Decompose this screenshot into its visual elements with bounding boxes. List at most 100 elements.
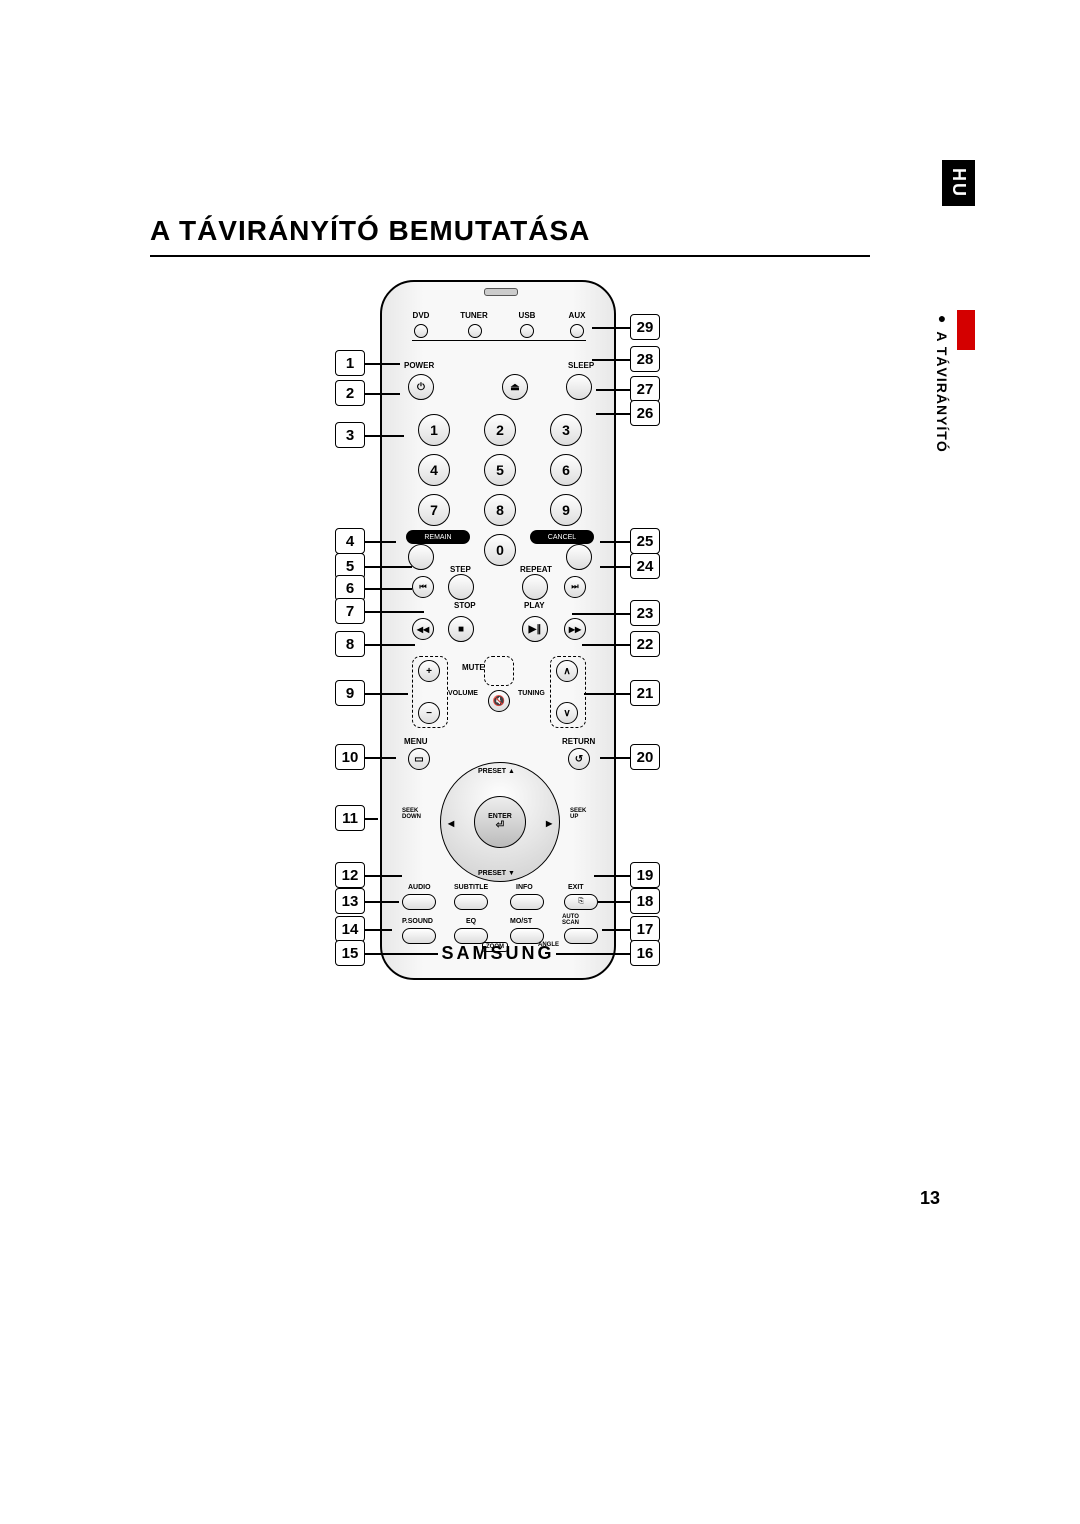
label-usb: USB (512, 312, 542, 320)
callout-line (365, 929, 392, 931)
play-pause-button[interactable]: ▶∥ (522, 616, 548, 642)
enter-button[interactable]: ENTER ⏎ (474, 796, 526, 848)
callout-line (365, 953, 438, 955)
label-sleep: SLEEP (568, 362, 594, 370)
callout-right-24: 24 (630, 553, 660, 579)
label-psound: P.SOUND (402, 918, 433, 925)
rewind-button[interactable]: ◀◀ (412, 618, 434, 640)
num-8[interactable]: 8 (484, 494, 516, 526)
callout-left-12: 12 (335, 862, 365, 888)
num-7[interactable]: 7 (418, 494, 450, 526)
section-side-label: ● A TÁVIRÁNYÍTÓ (934, 310, 950, 453)
remote-control: DVD TUNER USB AUX POWER SLEEP ⏻ ⏏ 1 2 3 … (380, 280, 616, 980)
tuner-button[interactable] (468, 324, 482, 338)
callout-line (600, 757, 630, 759)
manual-page: HU ● A TÁVIRÁNYÍTÓ A TÁVIRÁNYÍTÓ BEMUTAT… (0, 0, 1080, 1524)
num-1[interactable]: 1 (418, 414, 450, 446)
info-button[interactable] (510, 894, 544, 910)
tuning-down[interactable]: ∨ (556, 702, 578, 724)
callout-line (365, 693, 408, 695)
label-cancel: CANCEL (530, 530, 594, 544)
volume-up[interactable]: + (418, 660, 440, 682)
mute-group (484, 656, 514, 686)
callout-line (596, 413, 630, 415)
num-6[interactable]: 6 (550, 454, 582, 486)
callout-line (365, 566, 412, 568)
callout-left-2: 2 (335, 380, 365, 406)
cancel-button[interactable] (566, 544, 592, 570)
num-9[interactable]: 9 (550, 494, 582, 526)
step-button[interactable] (448, 574, 474, 600)
callout-line (365, 644, 415, 646)
label-stop: STOP (454, 602, 476, 610)
psound-button[interactable] (402, 928, 436, 944)
label-subtitle: SUBTITLE (454, 884, 488, 891)
callout-line (365, 875, 402, 877)
callout-left-7: 7 (335, 598, 365, 624)
autoscan-button[interactable] (564, 928, 598, 944)
callout-right-29: 29 (630, 314, 660, 340)
callout-line (592, 327, 630, 329)
tuning-up[interactable]: ∧ (556, 660, 578, 682)
label-repeat: REPEAT (520, 566, 552, 574)
callout-right-25: 25 (630, 528, 660, 554)
stop-button[interactable]: ■ (448, 616, 474, 642)
forward-button[interactable]: ▶▶ (564, 618, 586, 640)
callout-line (600, 566, 630, 568)
label-audio: AUDIO (408, 884, 431, 891)
callout-line (602, 929, 630, 931)
callout-line (365, 363, 400, 365)
sleep-button[interactable] (566, 374, 592, 400)
callout-right-21: 21 (630, 680, 660, 706)
menu-button[interactable]: ▭ (408, 748, 430, 770)
repeat-button[interactable] (522, 574, 548, 600)
mute-button[interactable]: 🔇 (488, 690, 510, 712)
callout-line (365, 541, 396, 543)
callout-line (572, 613, 630, 615)
eject-button[interactable]: ⏏ (502, 374, 528, 400)
label-power: POWER (404, 362, 434, 370)
callout-left-10: 10 (335, 744, 365, 770)
aux-button[interactable] (570, 324, 584, 338)
label-return: RETURN (562, 738, 595, 746)
callout-line (594, 875, 630, 877)
callout-left-14: 14 (335, 916, 365, 942)
callout-right-18: 18 (630, 888, 660, 914)
callout-line (556, 953, 630, 955)
num-3[interactable]: 3 (550, 414, 582, 446)
usb-button[interactable] (520, 324, 534, 338)
page-title: A TÁVIRÁNYÍTÓ BEMUTATÁSA (150, 215, 590, 247)
label-seek-down: SEEK DOWN (402, 808, 421, 820)
callout-left-1: 1 (335, 350, 365, 376)
callout-left-13: 13 (335, 888, 365, 914)
section-marker (957, 310, 975, 350)
divider (412, 340, 586, 341)
skip-fwd-button[interactable]: ⏭ (564, 576, 586, 598)
label-aux: AUX (562, 312, 592, 320)
callout-line (584, 693, 630, 695)
callout-right-20: 20 (630, 744, 660, 770)
return-button[interactable]: ↺ (568, 748, 590, 770)
skip-back-button[interactable]: ⏮ (412, 576, 434, 598)
callout-line (598, 901, 630, 903)
callout-line (365, 435, 404, 437)
label-info: INFO (516, 884, 533, 891)
callout-right-28: 28 (630, 346, 660, 372)
label-preset-up: PRESET ▲ (478, 768, 515, 775)
callout-line (365, 757, 396, 759)
label-most: MO/ST (510, 918, 532, 925)
power-button[interactable]: ⏻ (408, 374, 434, 400)
title-underline (150, 255, 870, 257)
subtitle-button[interactable] (454, 894, 488, 910)
num-4[interactable]: 4 (418, 454, 450, 486)
label-step: STEP (450, 566, 471, 574)
label-mute: MUTE (462, 664, 485, 672)
num-0[interactable]: 0 (484, 534, 516, 566)
dvd-button[interactable] (414, 324, 428, 338)
volume-down[interactable]: − (418, 702, 440, 724)
num-2[interactable]: 2 (484, 414, 516, 446)
exit-button[interactable]: ⎘ (564, 894, 598, 910)
label-play: PLAY (524, 602, 545, 610)
num-5[interactable]: 5 (484, 454, 516, 486)
audio-button[interactable] (402, 894, 436, 910)
